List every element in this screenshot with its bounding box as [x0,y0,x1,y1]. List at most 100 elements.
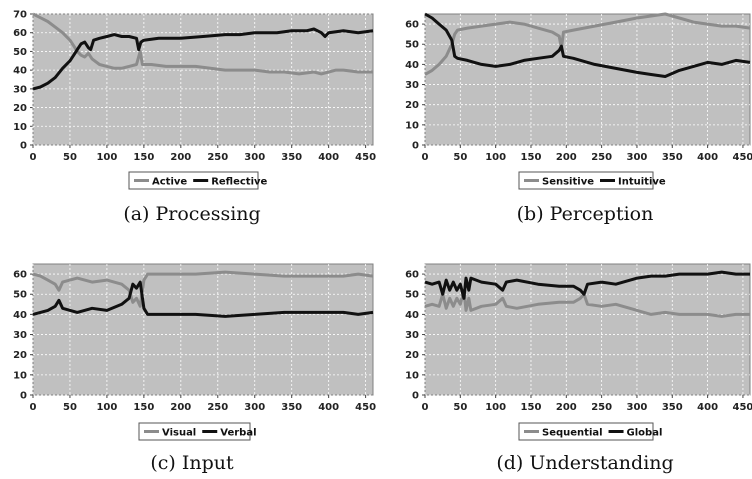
caption-input: (c) Input [150,452,234,474]
x-tick-label: 350 [281,152,302,163]
y-tick-label: 30 [13,330,27,341]
x-tick-label: 400 [697,402,718,413]
series-line-sensitive [424,12,751,76]
legend-label: Sequential [542,428,603,439]
x-tick-label: 300 [244,152,265,163]
x-tick-label: 350 [281,402,302,413]
x-tick-label: 100 [485,152,506,163]
y-tick-label: 0 [412,391,419,402]
caption-perception: (b) Perception [517,203,654,225]
x-tick-label: 150 [133,152,154,163]
legend: Sequential Global [518,422,663,441]
y-tick-label: 20 [13,350,27,361]
y-tick-label: 50 [13,290,27,301]
chart-panel-processing: 0 10 20 30 40 50 60 70 0 50 100 150 200 250 300 350 400 4… [13,10,376,190]
x-tick-label: 400 [318,402,339,413]
y-tick-label: 60 [405,270,419,281]
series-line-active [32,12,373,76]
x-tick-label: 200 [556,402,577,413]
series-line-visual [32,270,374,308]
chart-panel-understanding: 0 10 20 30 40 50 60 0 50 100 150 200 250 300 350 400 450… [405,263,752,441]
legend-label: Active [152,177,187,188]
x-tick-label: 150 [521,152,542,163]
x-tick-label: 250 [591,402,612,413]
x-tick-label: 50 [63,402,77,413]
series-line-sequential [424,288,750,318]
legend: Sensitive Intuitive [518,171,666,190]
x-tick-label: 0 [422,402,429,413]
y-tick-label: 10 [405,370,419,381]
y-tick-label: 10 [13,370,27,381]
x-tick-label: 0 [422,152,429,163]
legend-label: Global [627,428,663,439]
x-tick-label: 50 [63,152,77,163]
x-tick-label: 300 [627,402,648,413]
legend-box [518,171,654,190]
y-tick-label: 70 [13,10,27,21]
y-tick-label: 40 [405,60,419,71]
y-tick-label: 40 [13,66,27,77]
y-tick-label: 30 [13,84,27,95]
x-tick-label: 150 [133,402,154,413]
legend-label: Intuitive [618,177,666,188]
x-tick-label: 200 [170,152,191,163]
x-tick-label: 100 [96,402,117,413]
x-tick-label: 100 [485,402,506,413]
x-tick-label: 450 [355,152,376,163]
x-tick-label: 300 [627,152,648,163]
y-tick-label: 0 [20,391,27,402]
x-tick-label: 250 [591,152,612,163]
legend-label: Sensitive [542,177,594,188]
y-tick-label: 10 [405,120,419,131]
x-tick-label: 150 [521,402,542,413]
legend: Visual Verbal [138,422,257,441]
legend-box [518,422,654,441]
chart-panel-perception: 0 10 20 30 40 50 60 0 50 100 150 200 250 300 350 400 450… [405,12,752,190]
x-tick-label: 350 [662,402,683,413]
x-tick-label: 400 [697,152,718,163]
y-tick-label: 40 [13,310,27,321]
x-tick-label: 50 [453,152,467,163]
y-tick-label: 20 [405,100,419,111]
legend-label: Reflective [211,177,267,188]
y-tick-label: 50 [405,290,419,301]
legend-label: Visual [162,428,196,439]
y-tick-label: 20 [405,350,419,361]
plot-area [32,263,374,396]
x-tick-label: 250 [207,402,228,413]
y-tick-label: 60 [13,270,27,281]
y-tick-label: 0 [20,141,27,152]
legend-box [138,422,251,441]
legend: Active Reflective [128,171,268,190]
x-tick-label: 400 [318,152,339,163]
y-tick-label: 10 [13,122,27,133]
x-tick-label: 0 [30,152,37,163]
y-tick-label: 60 [13,28,27,39]
plot-area [424,13,751,146]
y-tick-label: 30 [405,330,419,341]
y-tick-label: 40 [405,310,419,321]
series-line-reflective [32,27,374,91]
chart-panel-input: 0 10 20 30 40 50 60 0 50 100 150 200 250 300 350 400 450… [13,263,376,441]
y-tick-label: 20 [13,103,27,114]
y-tick-label: 30 [405,80,419,91]
x-tick-label: 300 [244,402,265,413]
x-tick-label: 450 [732,152,752,163]
x-tick-label: 250 [207,152,228,163]
series-line-intuitive [424,12,751,78]
y-tick-label: 50 [13,47,27,58]
x-tick-label: 450 [732,402,752,413]
x-tick-label: 450 [355,402,376,413]
series-line-verbal [32,280,374,318]
x-tick-label: 200 [556,152,577,163]
y-tick-label: 50 [405,40,419,51]
x-tick-label: 50 [453,402,467,413]
y-tick-label: 60 [405,20,419,31]
x-tick-label: 100 [96,152,117,163]
x-tick-label: 0 [30,402,37,413]
x-tick-label: 200 [170,402,191,413]
caption-processing: (a) Processing [123,203,260,225]
series-line-global [424,270,750,300]
x-tick-label: 350 [662,152,683,163]
